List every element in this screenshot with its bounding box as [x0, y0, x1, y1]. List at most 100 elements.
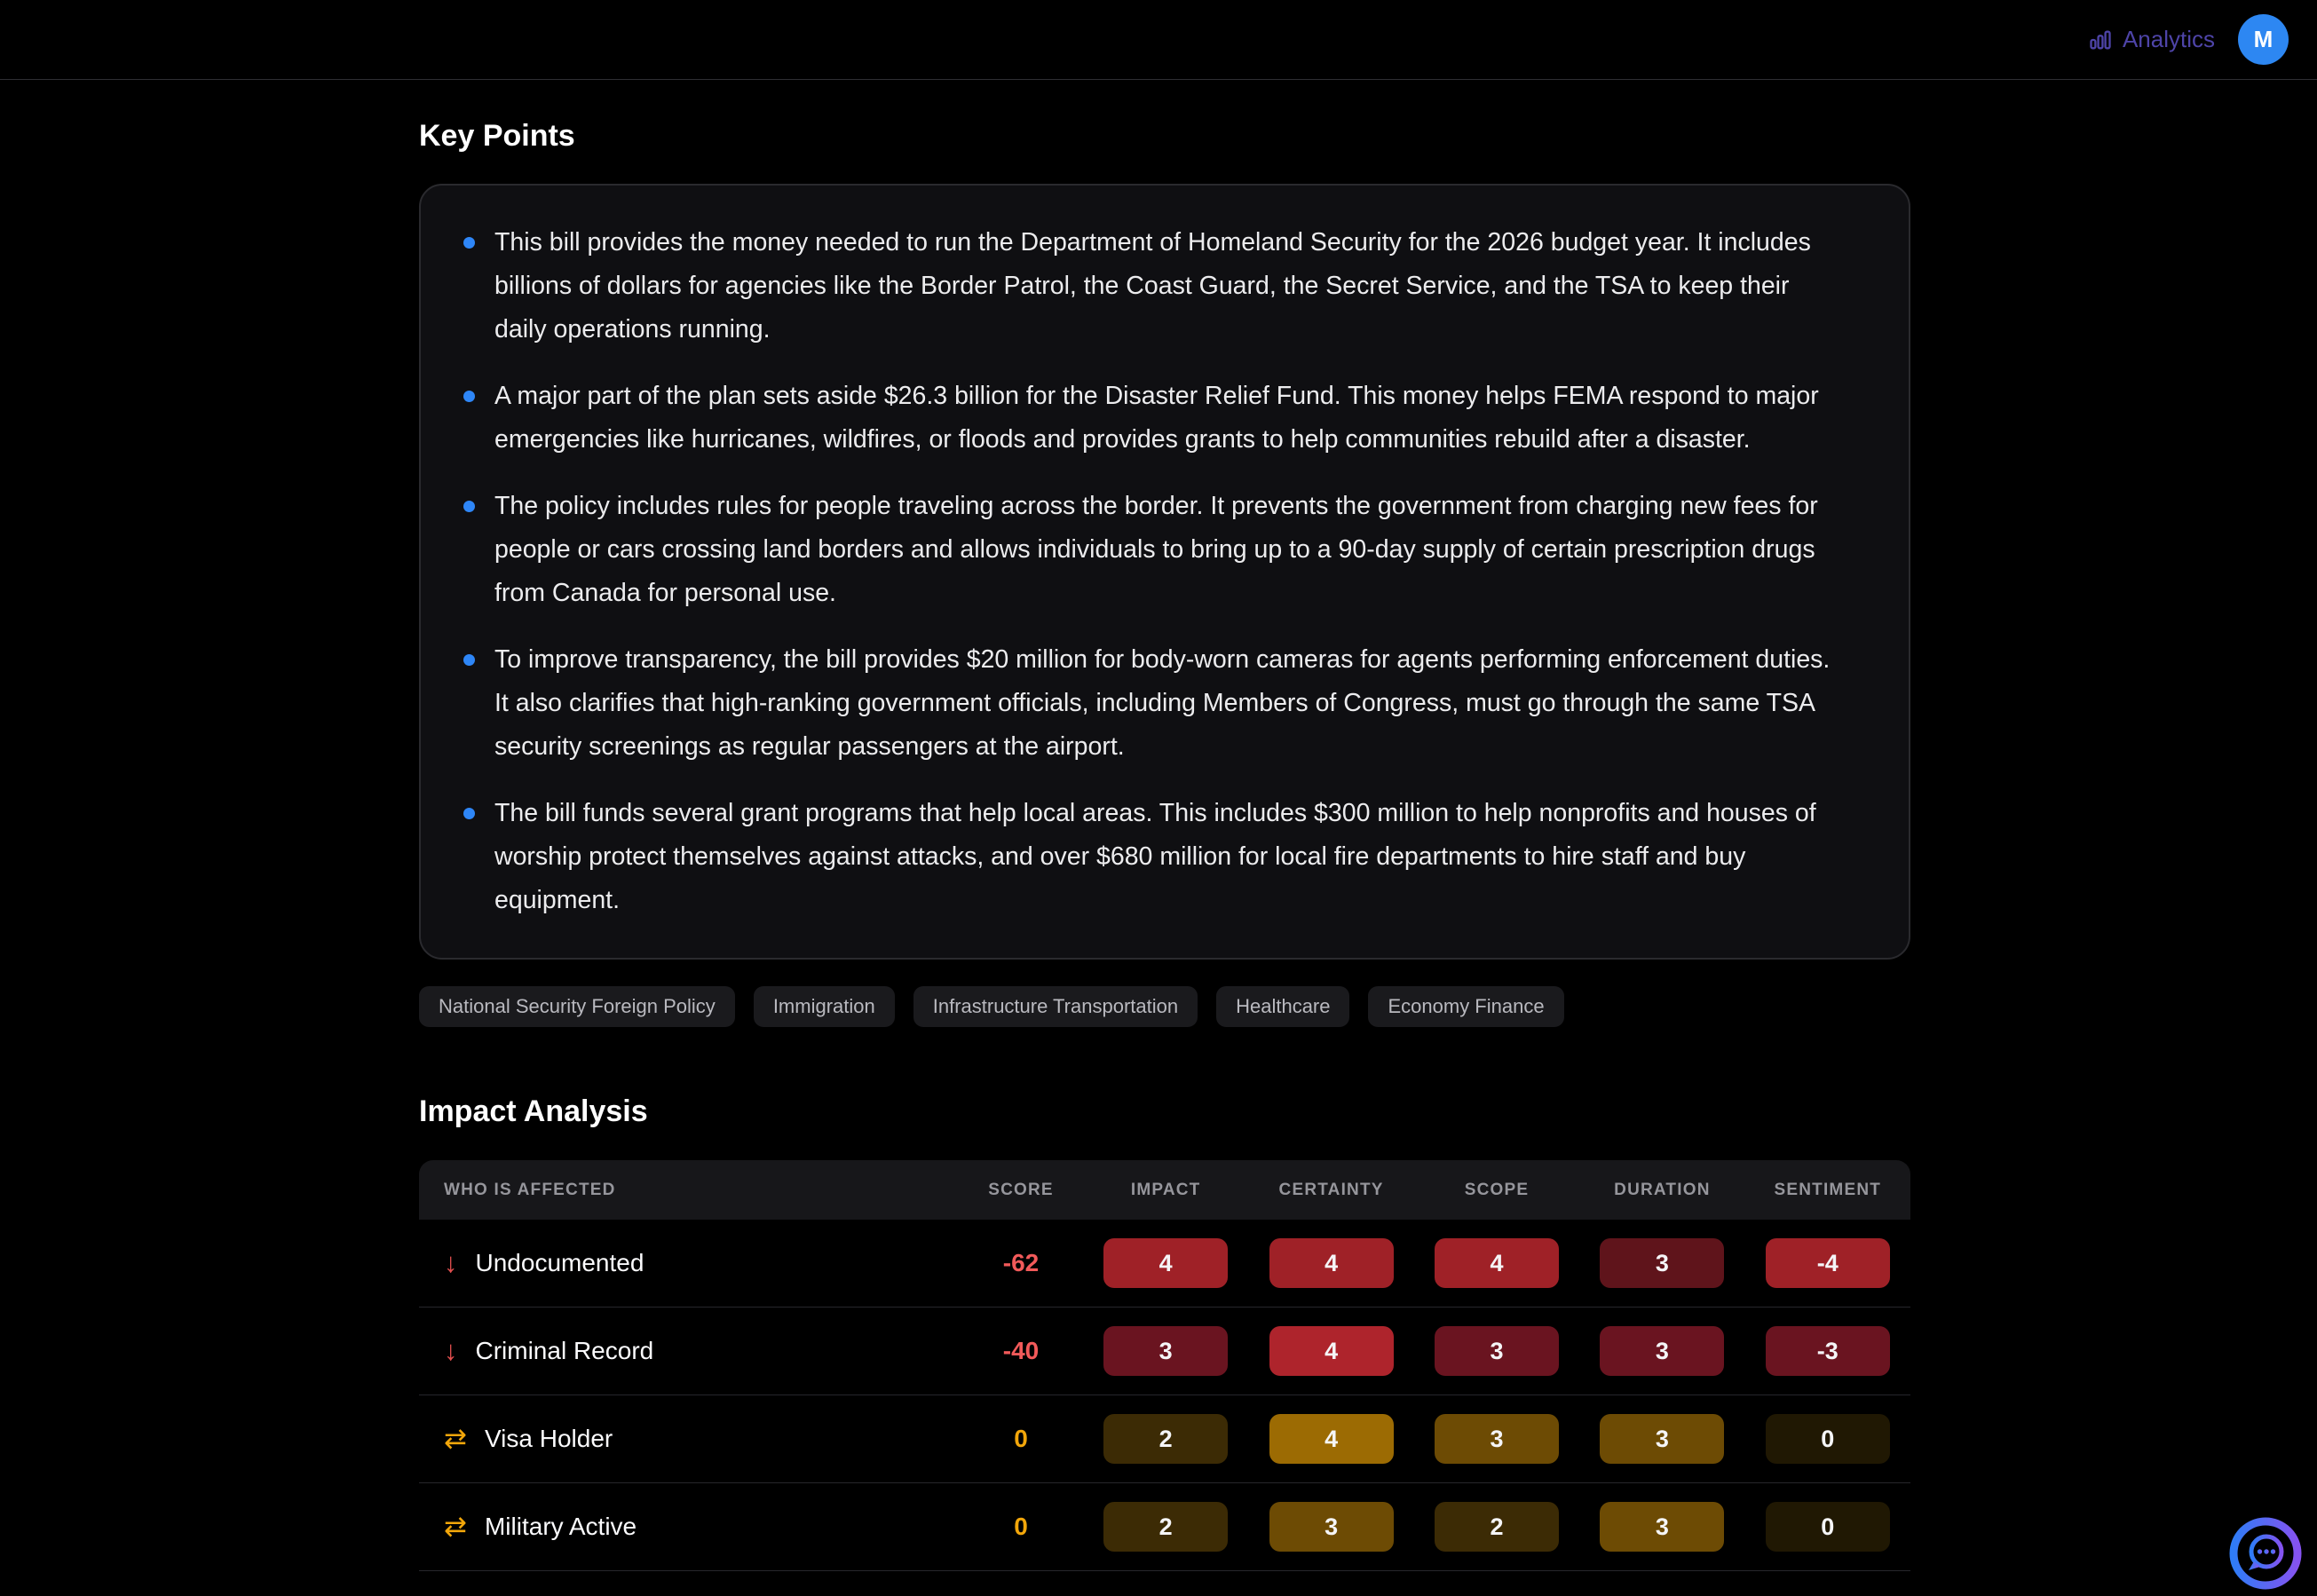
metric-cell-wrap: 3: [1414, 1326, 1579, 1376]
metric-cell: -3: [1765, 1326, 1890, 1376]
topic-tag-pill[interactable]: Economy Finance: [1368, 986, 1564, 1027]
metric-cell-wrap: 2: [1083, 1414, 1248, 1464]
score-value: -62: [1002, 1249, 1040, 1276]
key-point-text: A major part of the plan sets aside $26.…: [494, 382, 1819, 454]
column-header-sentiment: SENTIMENT: [1774, 1180, 1882, 1199]
key-point-item: To improve transparency, the bill provid…: [463, 638, 1845, 769]
chat-button[interactable]: [2228, 1516, 2303, 1591]
topic-tag-pill[interactable]: Immigration: [753, 986, 895, 1027]
affected-group: ⇄ Visa Holder: [444, 1423, 959, 1455]
topic-tag-pill[interactable]: Healthcare: [1216, 986, 1350, 1027]
trend-icon: ⇄: [444, 1511, 467, 1542]
metric-cell-wrap: 4: [1083, 1238, 1248, 1288]
bullet-dot-icon: [463, 808, 475, 819]
table-row[interactable]: ↓ Undocumented -62 4 4: [419, 1220, 1910, 1308]
metric-cell-wrap: 2: [1414, 1502, 1579, 1552]
column-header-scope: SCOPE: [1464, 1180, 1530, 1199]
key-point-item: This bill provides the money needed to r…: [463, 221, 1845, 352]
metric-cell: 4: [1269, 1326, 1394, 1376]
chat-bubble-icon: [2229, 1517, 2302, 1590]
bullet-dot-icon: [463, 501, 475, 512]
metric-cell: 3: [1600, 1502, 1725, 1552]
key-points-card: This bill provides the money needed to r…: [419, 184, 1910, 960]
key-point-text: The policy includes rules for people tra…: [494, 492, 1818, 607]
metric-cell: 3: [1269, 1502, 1394, 1552]
avatar[interactable]: M: [2238, 14, 2289, 65]
score-value: 0: [1014, 1513, 1028, 1540]
metric-cell: 0: [1765, 1502, 1890, 1552]
impact-table-body: ↓ Undocumented -62 4 4: [419, 1220, 1910, 1571]
column-header-impact: IMPACT: [1130, 1180, 1201, 1199]
column-header-who: WHO IS AFFECTED: [444, 1180, 616, 1199]
metric-cell: -4: [1765, 1238, 1890, 1288]
table-row[interactable]: ⇄ Visa Holder 0 2 4: [419, 1395, 1910, 1483]
top-nav: Analytics M: [0, 0, 2317, 80]
nav-tabs: [37, 0, 286, 79]
metric-cell: 4: [1434, 1238, 1559, 1288]
metric-cell: 3: [1600, 1326, 1725, 1376]
affected-group: ↓ Criminal Record: [444, 1335, 959, 1367]
score-value: -40: [1002, 1337, 1040, 1364]
trend-icon: ↓: [444, 1335, 458, 1366]
column-header-duration: DURATION: [1614, 1180, 1711, 1199]
key-point-item: The policy includes rules for people tra…: [463, 485, 1845, 615]
metric-cell: 3: [1103, 1326, 1229, 1376]
column-header-certainty: CERTAINTY: [1278, 1180, 1384, 1199]
metric-cell-wrap: 3: [1579, 1326, 1744, 1376]
metric-cell: 3: [1434, 1414, 1559, 1464]
metric-cell-wrap: 3: [1248, 1502, 1413, 1552]
affected-group-name: Visa Holder: [484, 1425, 613, 1452]
metric-cell: 3: [1600, 1414, 1725, 1464]
table-row[interactable]: ↓ Criminal Record -40 3 4: [419, 1308, 1910, 1395]
topic-tags: National Security Foreign Policy Immigra…: [419, 986, 1910, 1027]
metric-cell: 2: [1103, 1502, 1229, 1552]
metric-cell-wrap: -4: [1745, 1238, 1910, 1288]
metric-cell-wrap: 4: [1248, 1238, 1413, 1288]
metric-cell-wrap: 4: [1414, 1238, 1579, 1288]
topic-tag-pill[interactable]: National Security Foreign Policy: [419, 986, 735, 1027]
bar-chart-icon: [2090, 30, 2111, 50]
impact-table: WHO IS AFFECTED SCORE IMPACT CERTAINTY S…: [419, 1160, 1910, 1571]
bullet-dot-icon: [463, 654, 475, 666]
column-header-score: SCORE: [988, 1180, 1054, 1199]
key-point-text: The bill funds several grant programs th…: [494, 799, 1816, 914]
key-point-text: This bill provides the money needed to r…: [494, 228, 1811, 344]
trend-icon: ↓: [444, 1247, 458, 1278]
key-points-title: Key Points: [419, 119, 575, 153]
metric-cell-wrap: 3: [1083, 1326, 1248, 1376]
metric-cell-wrap: 2: [1083, 1502, 1248, 1552]
trend-icon: ⇄: [444, 1423, 467, 1454]
affected-group: ⇄ Military Active: [444, 1511, 959, 1543]
key-point-item: The bill funds several grant programs th…: [463, 792, 1845, 922]
affected-group-name: Undocumented: [475, 1249, 644, 1276]
metric-cell-wrap: 3: [1579, 1238, 1744, 1288]
bullet-dot-icon: [463, 391, 475, 402]
metric-cell: 4: [1269, 1238, 1394, 1288]
avatar-initial: M: [2253, 26, 2274, 52]
bullet-dot-icon: [463, 237, 475, 249]
analytics-link[interactable]: Analytics: [2088, 26, 2215, 53]
metric-cell-wrap: 3: [1579, 1414, 1744, 1464]
metric-cell: 0: [1765, 1414, 1890, 1464]
metric-cell: 4: [1103, 1238, 1229, 1288]
topic-tag-pill[interactable]: Infrastructure Transportation: [913, 986, 1198, 1027]
analytics-label: Analytics: [2122, 26, 2215, 52]
score-value: 0: [1014, 1425, 1028, 1452]
metric-cell-wrap: -3: [1745, 1326, 1910, 1376]
impact-table-header: WHO IS AFFECTED SCORE IMPACT CERTAINTY S…: [419, 1160, 1910, 1220]
table-row[interactable]: ⇄ Military Active 0 2 3: [419, 1483, 1910, 1571]
metric-cell-wrap: 0: [1745, 1414, 1910, 1464]
affected-group-name: Military Active: [484, 1513, 637, 1540]
nav-right: Analytics M: [2088, 14, 2289, 65]
affected-group: ↓ Undocumented: [444, 1247, 959, 1279]
main-content: Key Points This bill provides the money …: [419, 119, 1910, 1571]
metric-cell: 2: [1434, 1502, 1559, 1552]
impact-analysis-title: Impact Analysis: [419, 1094, 648, 1128]
metric-cell-wrap: 3: [1414, 1414, 1579, 1464]
metric-cell: 4: [1269, 1414, 1394, 1464]
metric-cell-wrap: 4: [1248, 1326, 1413, 1376]
metric-cell: 2: [1103, 1414, 1229, 1464]
metric-cell-wrap: 0: [1745, 1502, 1910, 1552]
metric-cell: 3: [1600, 1238, 1725, 1288]
metric-cell-wrap: 4: [1248, 1414, 1413, 1464]
